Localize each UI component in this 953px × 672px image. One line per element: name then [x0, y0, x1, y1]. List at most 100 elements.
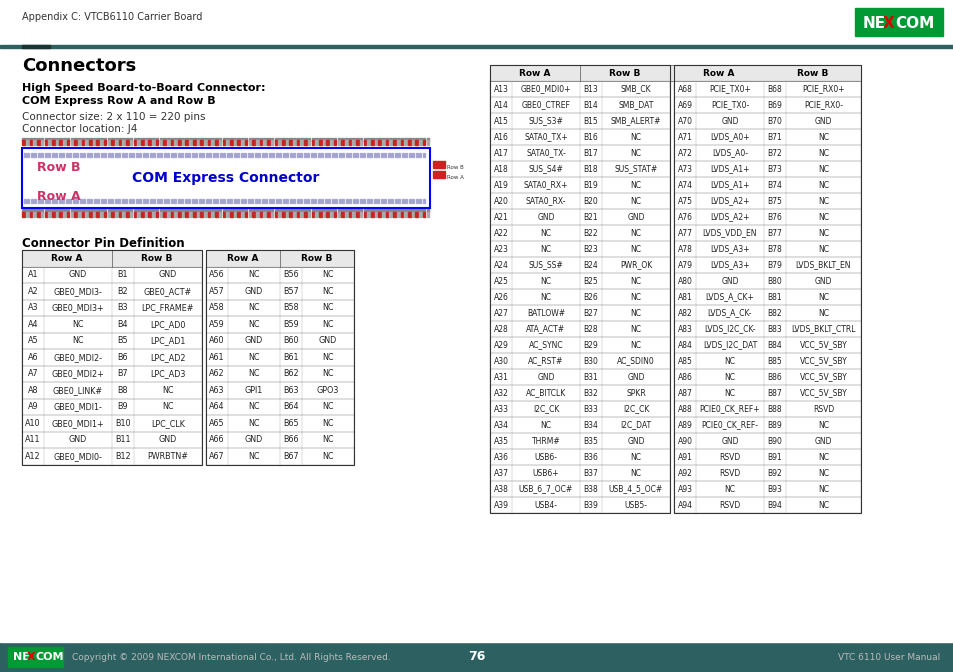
Bar [404, 212, 407, 217]
Bar [49, 140, 51, 145]
Bar [122, 209, 125, 212]
Text: B12: B12 [115, 452, 131, 461]
Text: NC: NC [817, 421, 828, 429]
Bar [293, 212, 295, 217]
Text: NC: NC [817, 485, 828, 493]
Text: SATA0_RX+: SATA0_RX+ [523, 181, 568, 190]
Bar [122, 212, 125, 217]
Bar [231, 153, 233, 157]
Bar [289, 212, 292, 217]
Bar [377, 153, 379, 157]
Bar [396, 212, 399, 217]
Bar [259, 209, 262, 212]
Bar [118, 138, 121, 141]
Text: LPC_AD0: LPC_AD0 [151, 320, 186, 329]
Bar [349, 212, 351, 217]
Bar [490, 289, 669, 305]
Text: B60: B60 [283, 336, 298, 345]
Bar [490, 305, 669, 321]
Bar [371, 212, 374, 217]
Bar [206, 250, 354, 267]
Text: GPO3: GPO3 [316, 386, 339, 394]
Text: A16: A16 [493, 132, 508, 142]
Bar [345, 138, 347, 141]
Bar [367, 138, 370, 141]
Text: PWRBTN#: PWRBTN# [148, 452, 189, 461]
Bar [293, 209, 295, 212]
Text: B1: B1 [117, 270, 128, 280]
Bar [304, 138, 307, 141]
Bar [404, 138, 407, 141]
Bar [330, 140, 333, 145]
Bar [249, 212, 251, 217]
Bar [334, 209, 336, 212]
Bar [159, 209, 162, 212]
Text: Connector size: 2 x 110 = 220 pins: Connector size: 2 x 110 = 220 pins [22, 112, 205, 122]
Text: A62: A62 [209, 369, 225, 378]
Text: A26: A26 [493, 292, 508, 302]
Bar [673, 353, 861, 369]
Bar [171, 199, 172, 203]
Bar [226, 140, 229, 145]
Bar [78, 138, 80, 141]
Bar [149, 212, 151, 217]
Text: A86: A86 [677, 372, 692, 382]
Bar [673, 257, 861, 273]
Bar [326, 209, 329, 212]
Bar [395, 199, 396, 203]
Bar [33, 140, 36, 145]
Bar [673, 433, 861, 449]
Bar [84, 153, 86, 157]
Text: B78: B78 [767, 245, 781, 253]
Text: VCC_5V_SBY: VCC_5V_SBY [799, 388, 846, 398]
Bar [92, 212, 95, 217]
Bar [490, 449, 669, 465]
Bar [141, 138, 144, 141]
Bar [45, 153, 47, 157]
Text: B87: B87 [767, 388, 781, 398]
Bar [185, 153, 187, 157]
Bar [185, 140, 188, 145]
Bar [152, 212, 154, 217]
Bar [185, 209, 188, 212]
Bar [185, 199, 187, 203]
Bar [22, 148, 430, 208]
Bar [317, 199, 319, 203]
Text: GBE0_MDI3+: GBE0_MDI3+ [51, 303, 104, 312]
Text: B64: B64 [283, 403, 298, 411]
Bar [171, 212, 173, 217]
Text: NC: NC [630, 341, 640, 349]
Bar [218, 140, 221, 145]
Bar [241, 140, 243, 145]
Bar [393, 212, 395, 217]
Bar [422, 153, 424, 157]
Bar [89, 140, 91, 145]
Bar [204, 212, 207, 217]
Text: A64: A64 [209, 403, 225, 411]
Text: A39: A39 [493, 501, 508, 509]
Bar [673, 465, 861, 481]
Bar [74, 212, 77, 217]
Bar [132, 199, 134, 203]
Text: GBE0_MDI1+: GBE0_MDI1+ [51, 419, 104, 428]
Text: USB4-: USB4- [534, 501, 557, 509]
Text: USB_4_5_OC#: USB_4_5_OC# [608, 485, 662, 493]
Bar [115, 140, 117, 145]
Bar [241, 199, 243, 203]
Bar [341, 138, 343, 141]
Bar [490, 449, 669, 465]
Bar [233, 138, 236, 141]
Text: NC: NC [723, 357, 735, 366]
Bar [233, 209, 236, 212]
Bar [418, 140, 421, 145]
Text: A28: A28 [493, 325, 508, 333]
Text: A1: A1 [28, 270, 38, 280]
Bar [189, 212, 192, 217]
Bar [55, 199, 57, 203]
Text: THRM#: THRM# [531, 437, 559, 446]
Text: RSVD: RSVD [719, 501, 740, 509]
Bar [226, 138, 229, 141]
Bar [378, 138, 380, 141]
Bar [352, 140, 355, 145]
Bar [673, 145, 861, 161]
